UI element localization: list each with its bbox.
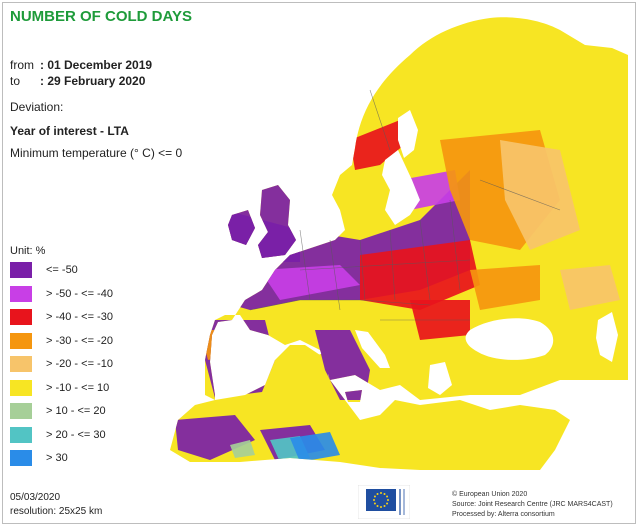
eu-star-icon — [373, 502, 376, 505]
legend-label: > -20 - <= -10 — [46, 358, 113, 370]
minimum-temperature: Minimum temperature (° C) <= 0 — [10, 146, 183, 160]
eu-star-icon — [373, 499, 375, 501]
country-border — [369, 89, 391, 151]
legend-swatch — [10, 262, 32, 278]
country-border — [299, 259, 471, 271]
legend-swatch — [10, 403, 32, 419]
eu-star-icon — [380, 492, 382, 494]
eu-flag-logo — [358, 485, 410, 519]
country-border — [299, 229, 311, 301]
map-zone — [470, 265, 540, 310]
map-title: NUMBER OF COLD DAYS — [10, 8, 192, 25]
legend-label: > -30 - <= -20 — [46, 334, 113, 347]
eu-star-icon — [386, 502, 389, 505]
from-value: : 01 December 2019 — [40, 58, 153, 72]
legend-label: <= -50 — [46, 264, 78, 276]
legend-swatch — [10, 285, 32, 302]
eu-star-icon — [380, 506, 382, 508]
from-label: from — [10, 58, 34, 72]
map-frame — [2, 2, 636, 524]
country-border — [249, 299, 431, 311]
legend-label: > 30 — [46, 452, 68, 464]
country-border — [479, 179, 561, 211]
eu-star-icon — [383, 492, 386, 495]
legend-label: > 10 - <= 20 — [46, 405, 106, 417]
eu-star-icon — [376, 492, 379, 495]
country-border — [389, 229, 396, 301]
deviation-label: Deviation: — [10, 100, 64, 114]
country-border — [329, 239, 341, 311]
legend-unit: Unit: % — [10, 245, 46, 257]
map-zone — [225, 185, 300, 262]
period-to: to : 29 February 2020 — [10, 74, 145, 88]
legend-label: > 20 - <= 30 — [46, 428, 106, 441]
eu-star-icon — [386, 495, 389, 498]
footer-date: 05/03/2020 — [10, 492, 61, 503]
eu-star-icon — [383, 505, 386, 508]
country-border — [449, 199, 461, 291]
period-from: from : 01 December 2019 — [10, 58, 152, 72]
legend-swatch — [10, 309, 32, 325]
eu-star-icon — [387, 499, 389, 501]
footer-credits: © European Union 2020 Source: Joint Rese… — [452, 490, 613, 520]
legend-label: > -10 - <= 10 — [46, 381, 110, 394]
credit-line: Processed by: Alterra consortium — [452, 511, 555, 518]
country-border — [419, 219, 431, 301]
year-of-interest: Year of interest - LTA — [10, 124, 129, 138]
map-zone — [200, 330, 230, 360]
map-zone — [360, 240, 480, 310]
credit-line: Source: Joint Research Centre (JRC MARS4… — [452, 501, 613, 508]
eu-star-icon — [373, 495, 376, 498]
eu-star-icon — [376, 505, 379, 508]
legend-swatch — [10, 379, 32, 396]
country-border — [359, 239, 366, 301]
legend-swatch — [10, 356, 32, 372]
legend-label: > -40 - <= -30 — [46, 311, 113, 323]
footer-resolution: resolution: 25x25 km — [10, 506, 103, 517]
legend-swatch — [10, 426, 32, 443]
legend-swatch — [10, 332, 32, 349]
legend-swatch — [10, 450, 32, 466]
map-zone — [230, 440, 255, 458]
legend-label: > -50 - <= -40 — [46, 287, 113, 300]
map-zone — [290, 432, 340, 462]
to-label: to — [10, 74, 21, 88]
to-value: : 29 February 2020 — [40, 74, 146, 88]
map-zone — [500, 140, 580, 250]
credit-line: © European Union 2020 — [452, 491, 528, 498]
map-zone — [350, 120, 410, 170]
map-zone — [560, 265, 620, 310]
